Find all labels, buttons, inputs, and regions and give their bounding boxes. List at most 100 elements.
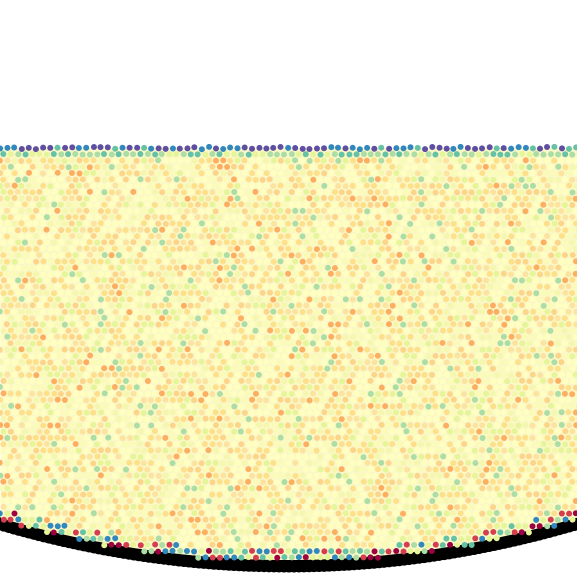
particle: [331, 353, 338, 360]
particle: [530, 510, 537, 517]
particle: [86, 151, 93, 158]
particle: [219, 295, 226, 302]
particle: [90, 334, 97, 341]
particle: [176, 170, 183, 177]
particle: [339, 290, 346, 297]
particle: [274, 315, 281, 322]
particle: [212, 384, 219, 391]
particle: [410, 441, 417, 448]
particle: [299, 258, 306, 265]
particle: [374, 428, 381, 435]
particle: [230, 264, 237, 271]
particle: [403, 416, 410, 423]
particle: [555, 302, 562, 309]
particle: [43, 226, 50, 233]
particle: [0, 472, 4, 479]
particle: [277, 460, 284, 467]
particle: [428, 346, 435, 353]
particle: [313, 246, 320, 253]
particle: [281, 479, 288, 486]
particle: [76, 296, 83, 303]
particle: [169, 283, 176, 290]
particle: [562, 239, 569, 246]
particle: [331, 478, 338, 485]
particle: [198, 295, 205, 302]
particle: [198, 434, 205, 441]
particle: [43, 264, 50, 271]
particle: [569, 428, 576, 435]
particle: [572, 157, 577, 164]
particle: [479, 182, 486, 189]
particle: [551, 422, 558, 429]
particle: [554, 327, 561, 334]
particle: [454, 365, 461, 372]
particle: [313, 497, 320, 504]
particle: [573, 434, 577, 441]
particle: [356, 207, 363, 214]
particle: [504, 201, 511, 208]
particle: [72, 188, 79, 195]
particle: [566, 422, 573, 429]
particle: [346, 290, 353, 297]
particle: [519, 201, 526, 208]
particle: [371, 460, 378, 467]
particle: [252, 176, 259, 183]
particle: [169, 422, 176, 429]
particle: [389, 302, 396, 309]
particle: [551, 434, 558, 441]
particle: [194, 201, 201, 208]
particle: [101, 189, 108, 196]
particle: [184, 169, 191, 176]
particle: [461, 202, 468, 209]
particle: [188, 314, 195, 321]
particle: [436, 157, 443, 164]
particle: [202, 390, 209, 397]
particle: [191, 321, 198, 328]
particle: [4, 447, 11, 454]
particle: [97, 321, 104, 328]
particle: [112, 208, 119, 215]
particle: [494, 372, 501, 379]
particle: [310, 365, 317, 372]
particle: [33, 497, 40, 504]
particle: [525, 365, 532, 372]
particle: [468, 340, 475, 347]
particle: [105, 296, 112, 303]
particle: [22, 340, 29, 347]
particle: [209, 340, 216, 347]
particle: [457, 409, 464, 416]
particle: [97, 371, 104, 378]
particle: [533, 264, 540, 271]
particle: [183, 384, 190, 391]
particle: [281, 302, 288, 309]
particle: [515, 371, 522, 378]
particle: [173, 276, 180, 283]
particle: [349, 195, 356, 202]
particle: [482, 188, 489, 195]
particle: [345, 441, 352, 447]
particle: [191, 422, 198, 429]
particle: [353, 466, 360, 473]
particle: [569, 391, 576, 398]
particle: [295, 290, 302, 297]
particle: [303, 188, 310, 195]
particle: [54, 308, 61, 315]
particle: [522, 346, 529, 353]
particle: [241, 359, 248, 366]
particle: [410, 478, 417, 485]
particle: [252, 314, 259, 321]
particle: [90, 258, 97, 265]
particle: [22, 164, 29, 170]
particle: [418, 201, 425, 208]
particle: [144, 188, 151, 195]
particle: [220, 396, 227, 403]
particle: [310, 353, 317, 360]
particle: [183, 472, 190, 479]
particle: [378, 220, 385, 227]
particle: [274, 176, 281, 183]
particle: [479, 358, 486, 365]
particle: [270, 233, 277, 240]
particle: [342, 145, 349, 152]
particle: [378, 183, 385, 190]
